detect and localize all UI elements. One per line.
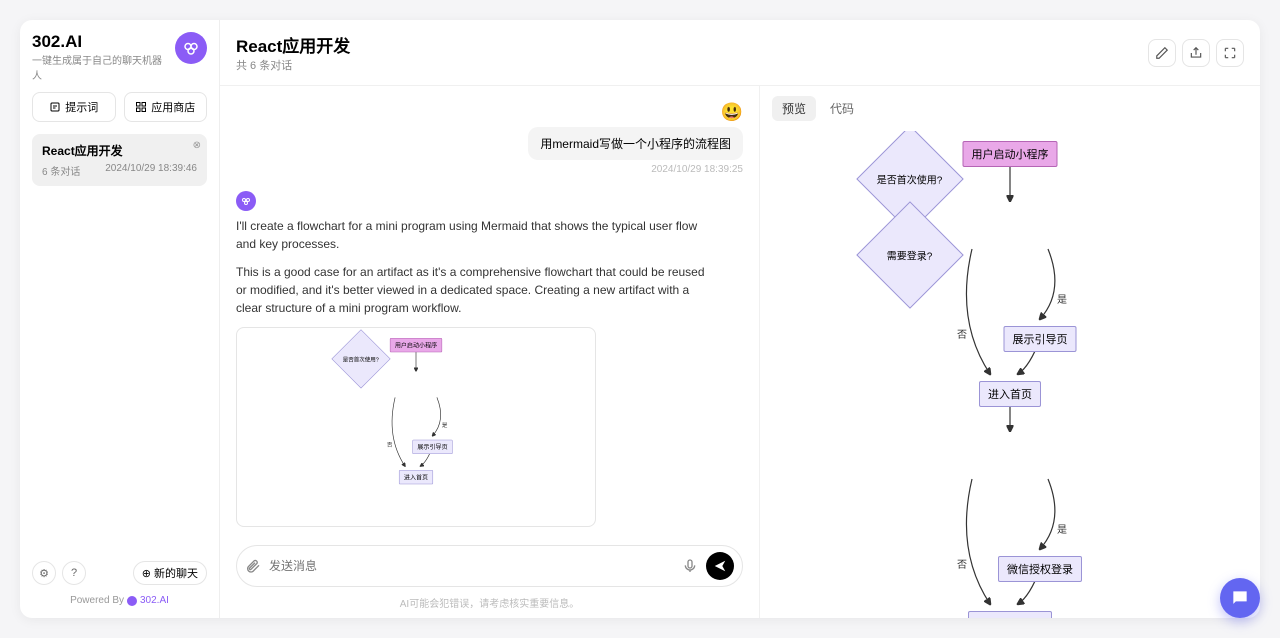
expand-button[interactable] (1216, 39, 1244, 67)
help-icon[interactable]: ? (62, 561, 86, 585)
ai-paragraph-1: I'll create a flowchart for a mini progr… (236, 217, 718, 253)
pencil-icon (1155, 46, 1169, 60)
main-header: React应用开发 共 6 条对话 (220, 20, 1260, 86)
tab-code[interactable]: 代码 (820, 96, 864, 121)
preview-column: 预览 代码 用户启动小程序是否首次使用?展示引导页进入首页需要登录?微信授权登录… (760, 86, 1260, 618)
conversation-item[interactable]: React应用开发 6 条对话 2024/10/29 18:39:46 ⊗ (32, 134, 207, 186)
brand-tagline: 一键生成属于自己的聊天机器人 (32, 52, 167, 82)
user-message-row: 😃 用mermaid写做一个小程序的流程图 2024/10/29 18:39:2… (236, 102, 743, 175)
page-subtitle: 共 6 条对话 (236, 57, 350, 73)
powered-by: Powered By 302.AI (32, 595, 207, 606)
app-shell: 302.AI 一键生成属于自己的聊天机器人 提示词 应用商店 React应用开发… (20, 20, 1260, 618)
brand-title: 302.AI (32, 32, 167, 52)
new-chat-label: 新的聊天 (154, 565, 198, 581)
prompt-icon (49, 101, 61, 113)
input-bar (220, 537, 759, 591)
store-label: 应用商店 (151, 99, 195, 115)
ai-avatar-icon (236, 191, 256, 211)
share-button[interactable] (1182, 39, 1210, 67)
prompt-button[interactable]: 提示词 (32, 92, 116, 122)
message-timestamp: 2024/10/29 18:39:25 (651, 164, 743, 175)
chat-column: 😃 用mermaid写做一个小程序的流程图 2024/10/29 18:39:2… (220, 86, 760, 618)
flowchart: 用户启动小程序是否首次使用?展示引导页进入首页需要登录?微信授权登录浏览首页内容… (910, 141, 1110, 618)
brand-logo-icon (175, 32, 207, 64)
sidebar: 302.AI 一键生成属于自己的聊天机器人 提示词 应用商店 React应用开发… (20, 20, 220, 618)
main-area: React应用开发 共 6 条对话 😃 用mermaid写做一个小程序的流程图 … (220, 20, 1260, 618)
share-icon (1189, 46, 1203, 60)
settings-icon[interactable]: ⚙ (32, 561, 56, 585)
close-icon[interactable]: ⊗ (193, 140, 201, 151)
conversation-count: 6 条对话 (42, 163, 80, 178)
user-avatar-emoji: 😃 (721, 102, 743, 123)
conversation-title: React应用开发 (42, 142, 197, 159)
page-title: React应用开发 (236, 32, 350, 57)
new-chat-button[interactable]: ⊕ 新的聊天 (133, 561, 207, 585)
tab-preview[interactable]: 预览 (772, 96, 816, 121)
grid-icon (135, 101, 147, 113)
artifact-preview[interactable]: 用户启动小程序是否首次使用?展示引导页进入首页是否 (236, 327, 596, 527)
user-message-bubble: 用mermaid写做一个小程序的流程图 (528, 127, 743, 160)
send-icon (713, 559, 727, 573)
edit-button[interactable] (1148, 39, 1176, 67)
prompt-label: 提示词 (65, 99, 98, 115)
chat-icon (1230, 588, 1250, 608)
sidebar-header: 302.AI 一键生成属于自己的聊天机器人 (32, 32, 207, 82)
mini-logo-icon (127, 596, 137, 606)
send-button[interactable] (706, 552, 734, 580)
chat-fab-button[interactable] (1220, 578, 1260, 618)
disclaimer-text: AI可能会犯错误，请考虑核实重要信息。 (220, 591, 759, 618)
app-store-button[interactable]: 应用商店 (124, 92, 208, 122)
plus-icon: ⊕ (142, 567, 151, 580)
preview-tabs: 预览 代码 (760, 86, 1260, 131)
mic-icon[interactable] (682, 558, 698, 574)
conversation-time: 2024/10/29 18:39:46 (105, 163, 197, 178)
ai-paragraph-2: This is a good case for an artifact as i… (236, 263, 718, 317)
expand-icon (1223, 46, 1237, 60)
ai-message-row: I'll create a flowchart for a mini progr… (236, 191, 743, 527)
message-input[interactable] (269, 559, 674, 573)
attachment-icon[interactable] (245, 558, 261, 574)
preview-body: 用户启动小程序是否首次使用?展示引导页进入首页需要登录?微信授权登录浏览首页内容… (760, 131, 1260, 618)
